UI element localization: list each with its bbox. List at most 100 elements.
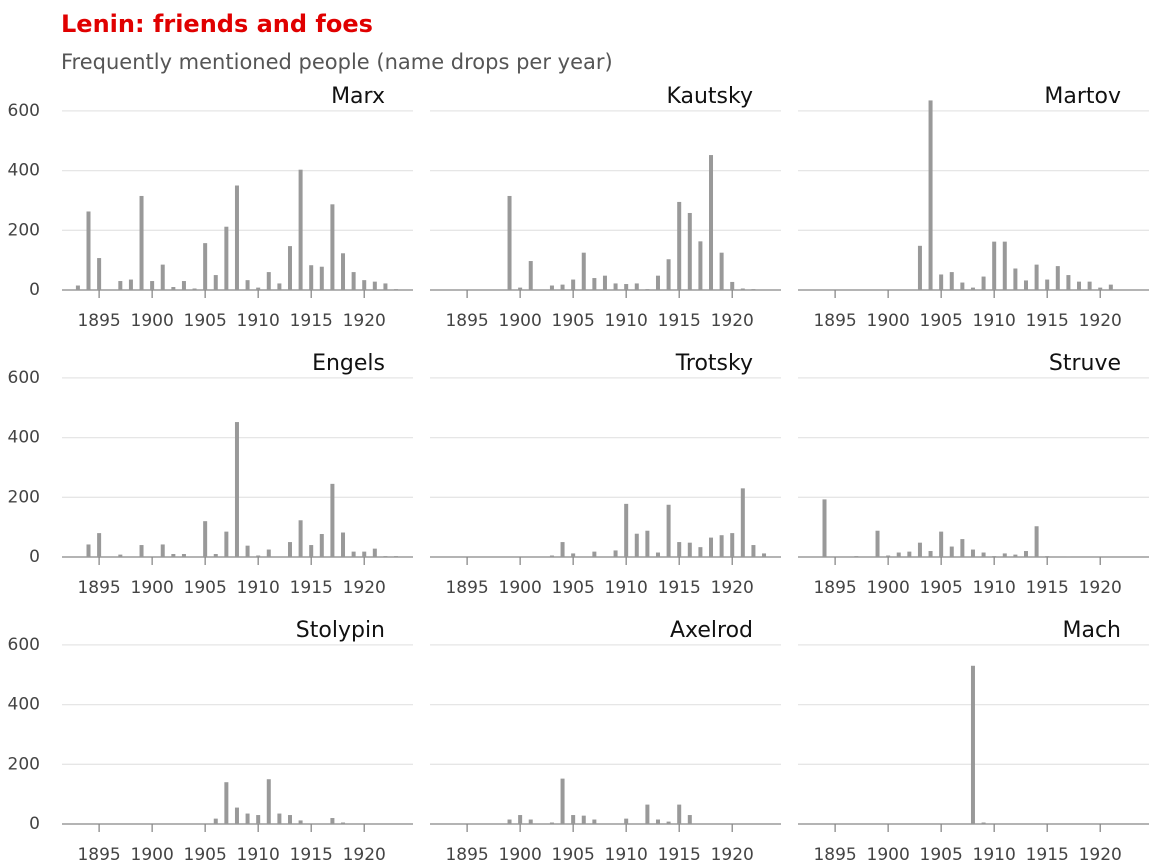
bar (1066, 275, 1071, 290)
bar (256, 555, 261, 557)
bar (298, 820, 303, 824)
bar (571, 553, 576, 557)
x-tick-label: 1905 (920, 845, 963, 864)
x-tick-label: 1915 (290, 578, 333, 598)
bar (234, 807, 239, 824)
bar (875, 530, 880, 557)
bar (287, 542, 292, 557)
bar (602, 275, 607, 290)
bar (928, 100, 933, 290)
x-tick-label: 1910 (973, 845, 1016, 864)
bar (970, 665, 975, 824)
bar (341, 822, 346, 824)
bar (634, 283, 639, 290)
bar (330, 818, 335, 824)
bar (762, 553, 767, 557)
x-tick-label: 1920 (1079, 311, 1122, 331)
bar (518, 287, 523, 290)
x-tick-label: 1910 (605, 578, 648, 598)
bar (687, 212, 692, 290)
bar (928, 551, 933, 557)
bar (139, 545, 144, 557)
bar (624, 818, 629, 824)
bar (581, 252, 586, 290)
bar (1098, 287, 1103, 290)
x-tick-label: 1900 (499, 845, 542, 864)
bar (256, 287, 261, 290)
x-tick-label: 1895 (445, 845, 488, 864)
bar (507, 195, 512, 290)
x-tick-label: 1910 (605, 311, 648, 331)
bar (1066, 556, 1071, 557)
bar (160, 544, 165, 557)
bar (560, 542, 565, 557)
bar (213, 818, 218, 824)
bar (917, 245, 922, 290)
x-tick-label: 1895 (813, 311, 856, 331)
bar (1077, 281, 1082, 290)
x-tick-label: 1895 (813, 845, 856, 864)
bar (319, 534, 324, 557)
bar (75, 285, 80, 290)
x-tick-label: 1905 (920, 311, 963, 331)
y-tick-label: 200 (8, 754, 40, 774)
panel-title: Engels (312, 351, 385, 376)
bar (203, 521, 208, 557)
bar (970, 549, 975, 557)
panel-title: Stolypin (296, 618, 385, 643)
bar (234, 422, 239, 557)
x-tick-label: 1915 (1026, 578, 1069, 598)
x-tick-label: 1920 (343, 845, 386, 864)
y-tick-label: 400 (8, 428, 40, 448)
bar (970, 287, 975, 290)
bar (1108, 284, 1113, 290)
bar (277, 813, 282, 824)
x-tick-label: 1900 (131, 311, 174, 331)
bar (939, 531, 944, 557)
bar (351, 272, 356, 290)
x-tick-label: 1900 (131, 578, 174, 598)
y-tick-label: 0 (29, 547, 40, 567)
bar (1013, 268, 1018, 290)
bar (592, 819, 597, 824)
bar (613, 283, 618, 290)
bar (234, 185, 239, 290)
x-tick-label: 1920 (343, 311, 386, 331)
bar (362, 551, 367, 557)
bar (171, 287, 176, 290)
bar (981, 552, 986, 557)
bar (560, 778, 565, 824)
bar (372, 281, 377, 290)
bar (528, 261, 533, 290)
x-tick-label: 1920 (1079, 578, 1122, 598)
panel-title: Marx (331, 84, 385, 109)
bar (666, 821, 671, 824)
x-tick-label: 1900 (499, 311, 542, 331)
bar (624, 284, 629, 290)
bar (528, 819, 533, 824)
x-tick-label: 1910 (237, 845, 280, 864)
bar (655, 552, 660, 557)
x-tick-label: 1900 (131, 845, 174, 864)
bar (592, 551, 597, 557)
bar (245, 545, 250, 557)
bar (298, 169, 303, 290)
bar (981, 822, 986, 824)
bar (592, 278, 597, 290)
y-tick-label: 200 (8, 220, 40, 240)
panel-title: Struve (1049, 351, 1121, 376)
x-tick-label: 1905 (552, 578, 595, 598)
bar (917, 542, 922, 557)
x-tick-label: 1915 (290, 311, 333, 331)
bar (309, 265, 314, 290)
bar (171, 554, 176, 557)
bar (949, 546, 954, 557)
bar (666, 504, 671, 557)
y-tick-label: 0 (29, 280, 40, 300)
y-tick-label: 0 (29, 814, 40, 834)
bar (330, 204, 335, 290)
bar (139, 195, 144, 290)
x-tick-label: 1910 (605, 845, 648, 864)
x-tick-label: 1900 (867, 845, 910, 864)
bar (319, 266, 324, 290)
